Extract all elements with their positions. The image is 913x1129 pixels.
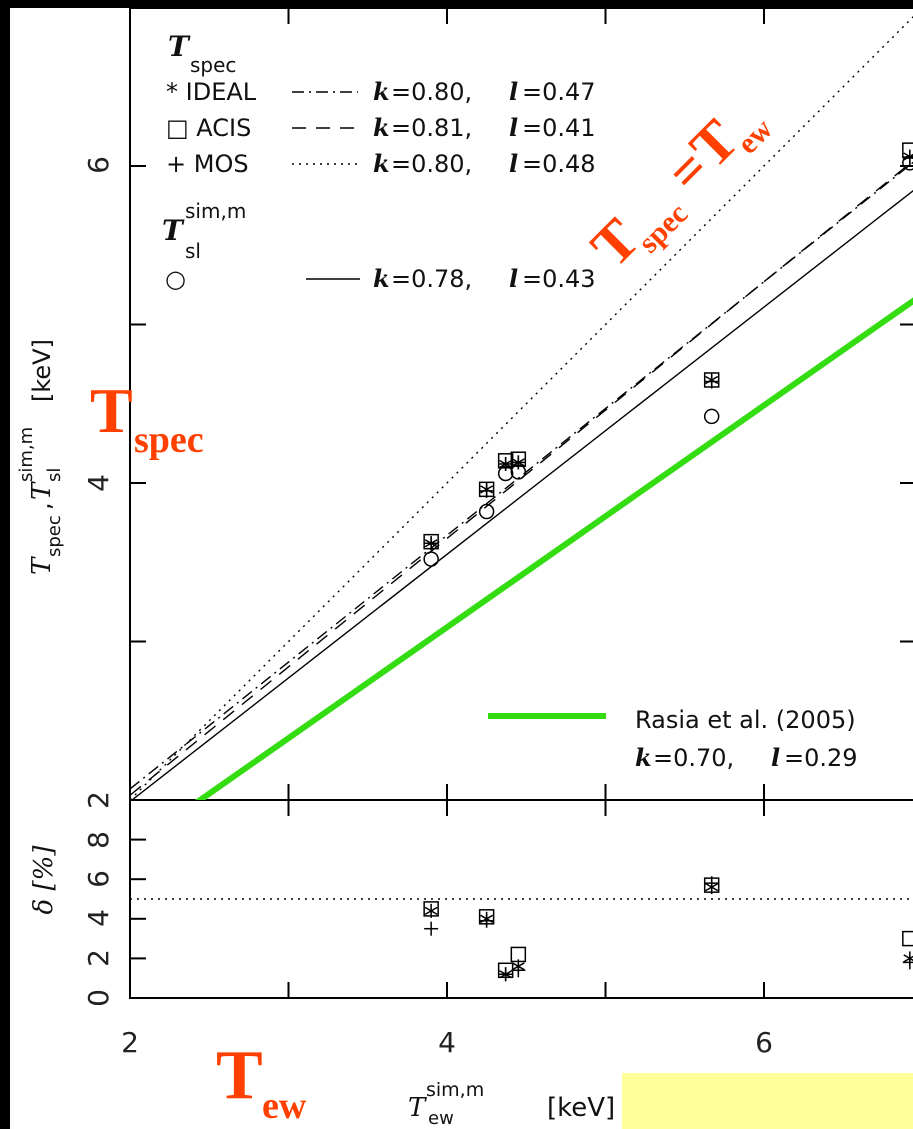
svg-text:spec: spec [190,53,236,77]
residual-point-2-2 [498,967,513,982]
residual-point-0-5 [903,951,913,966]
fit-line-4 [194,297,913,800]
main-point-3-0 [423,551,439,567]
legend-item-acis: □ ACIS [166,114,251,142]
annotation-tspec: T spec [90,375,204,461]
fit-line-3 [130,189,913,800]
legend-item-mos: + MOS [166,150,249,178]
res-y-tick-label-0: 0 [82,989,115,1007]
main-point-2-0 [424,536,439,551]
rasia-legend: Rasia et al. (2005) k =0.70, l =0.29 [488,706,858,772]
svg-text:k: k [635,743,652,772]
x-axis-label: T sim,m ew [keV] [408,1079,615,1129]
fit-line-2 [130,160,913,796]
svg-text:Rasia et al. (2005): Rasia et al. (2005) [635,706,856,734]
svg-text:T: T [27,481,57,500]
residual-point-1-5 [902,930,913,947]
main-point-3-4 [703,408,720,425]
svg-text:ew: ew [428,1108,454,1129]
y-axis-label: T spec , T sim,m sl [keV] [16,339,65,575]
legend-group2-title: T [162,214,185,247]
x-tick-label-2: 2 [121,1026,139,1059]
svg-text:=0.80,: =0.80, [391,150,472,178]
legend-group1-title: T [168,30,191,63]
svg-text:=0.48: =0.48 [522,150,596,178]
svg-text:l: l [509,77,518,106]
left-border [0,0,10,1129]
main-point-3-5 [902,155,913,171]
svg-text:sl: sl [44,468,65,482]
highlight-box [622,1073,913,1129]
svg-text:[keV]: [keV] [28,339,56,402]
svg-text:spec: spec [44,515,65,557]
svg-text:sim,m: sim,m [426,1079,484,1101]
main-point-3-2 [497,465,514,482]
svg-text:[keV]: [keV] [547,1093,615,1123]
svg-text:T: T [408,1093,427,1123]
svg-text:k: k [373,264,390,293]
fit-line-1 [130,161,913,790]
svg-text:=0.29: =0.29 [784,744,858,772]
legend-item-ideal: * IDEAL [166,78,257,106]
svg-text:l: l [509,149,518,178]
residual-point-0-0-stroke-2 [424,906,438,916]
res-y-tick-label-2: 2 [82,949,115,967]
svg-text:=0.70,: =0.70, [653,744,734,772]
svg-text:k: k [373,149,390,178]
annotation-tspec-eq-tew: T spec = T ew [578,107,779,279]
main-point-2-1 [479,483,494,498]
y-tick-label-2: 2 [82,791,115,809]
main-point-2-3 [511,455,526,470]
residual-point-2-4 [704,876,719,891]
svg-text:ew: ew [262,1085,307,1127]
svg-text:l: l [509,264,518,293]
svg-text:,: , [28,502,56,510]
x-tick-label-6: 6 [755,1026,773,1059]
legend-item-sl: ○ [165,265,186,293]
svg-text:spec: spec [134,419,204,461]
residual-y-label: δ [%] [29,845,59,915]
svg-text:l: l [509,113,518,142]
residual-point-2-3 [511,963,526,978]
svg-text:sl: sl [185,239,201,263]
svg-text:=0.47: =0.47 [522,78,596,106]
annotation-tew: T ew [216,1037,307,1127]
svg-text:=0.78,: =0.78, [391,265,472,293]
residual-point-1-3 [510,946,527,963]
top-border [0,0,913,8]
y-tick-label-4: 4 [82,474,115,492]
main-point-3-1 [478,503,495,520]
svg-text:sim,m: sim,m [185,199,246,223]
main-point-2-4 [704,374,719,389]
residual-point-2-5 [902,955,913,970]
res-y-tick-label-6: 6 [82,870,115,888]
svg-text:=0.43: =0.43 [522,265,596,293]
res-y-tick-label-8: 8 [82,831,115,849]
x-tick-label-4: 4 [438,1026,456,1059]
residual-point-2-0 [424,921,439,936]
svg-text:T: T [216,1037,263,1114]
residual-point-2-1 [479,913,494,928]
residual-point-1-0 [423,901,439,917]
svg-text:l: l [771,743,780,772]
res-y-tick-label-4: 4 [82,909,115,927]
svg-text:T: T [27,556,57,575]
y-tick-label-6: 6 [82,156,115,174]
main-point-3-3 [510,464,527,480]
svg-text:=0.41: =0.41 [522,114,596,142]
svg-text:T: T [90,375,133,446]
svg-text:k: k [373,113,390,142]
legend: T spec * IDEAL k =0.80, l =0.47 □ ACIS k… [162,30,596,293]
svg-text:k: k [373,77,390,106]
svg-text:=0.81,: =0.81, [391,114,472,142]
svg-text:=0.80,: =0.80, [391,78,472,106]
main-point-2-2 [498,456,513,471]
svg-text:sim,m: sim,m [16,427,37,482]
